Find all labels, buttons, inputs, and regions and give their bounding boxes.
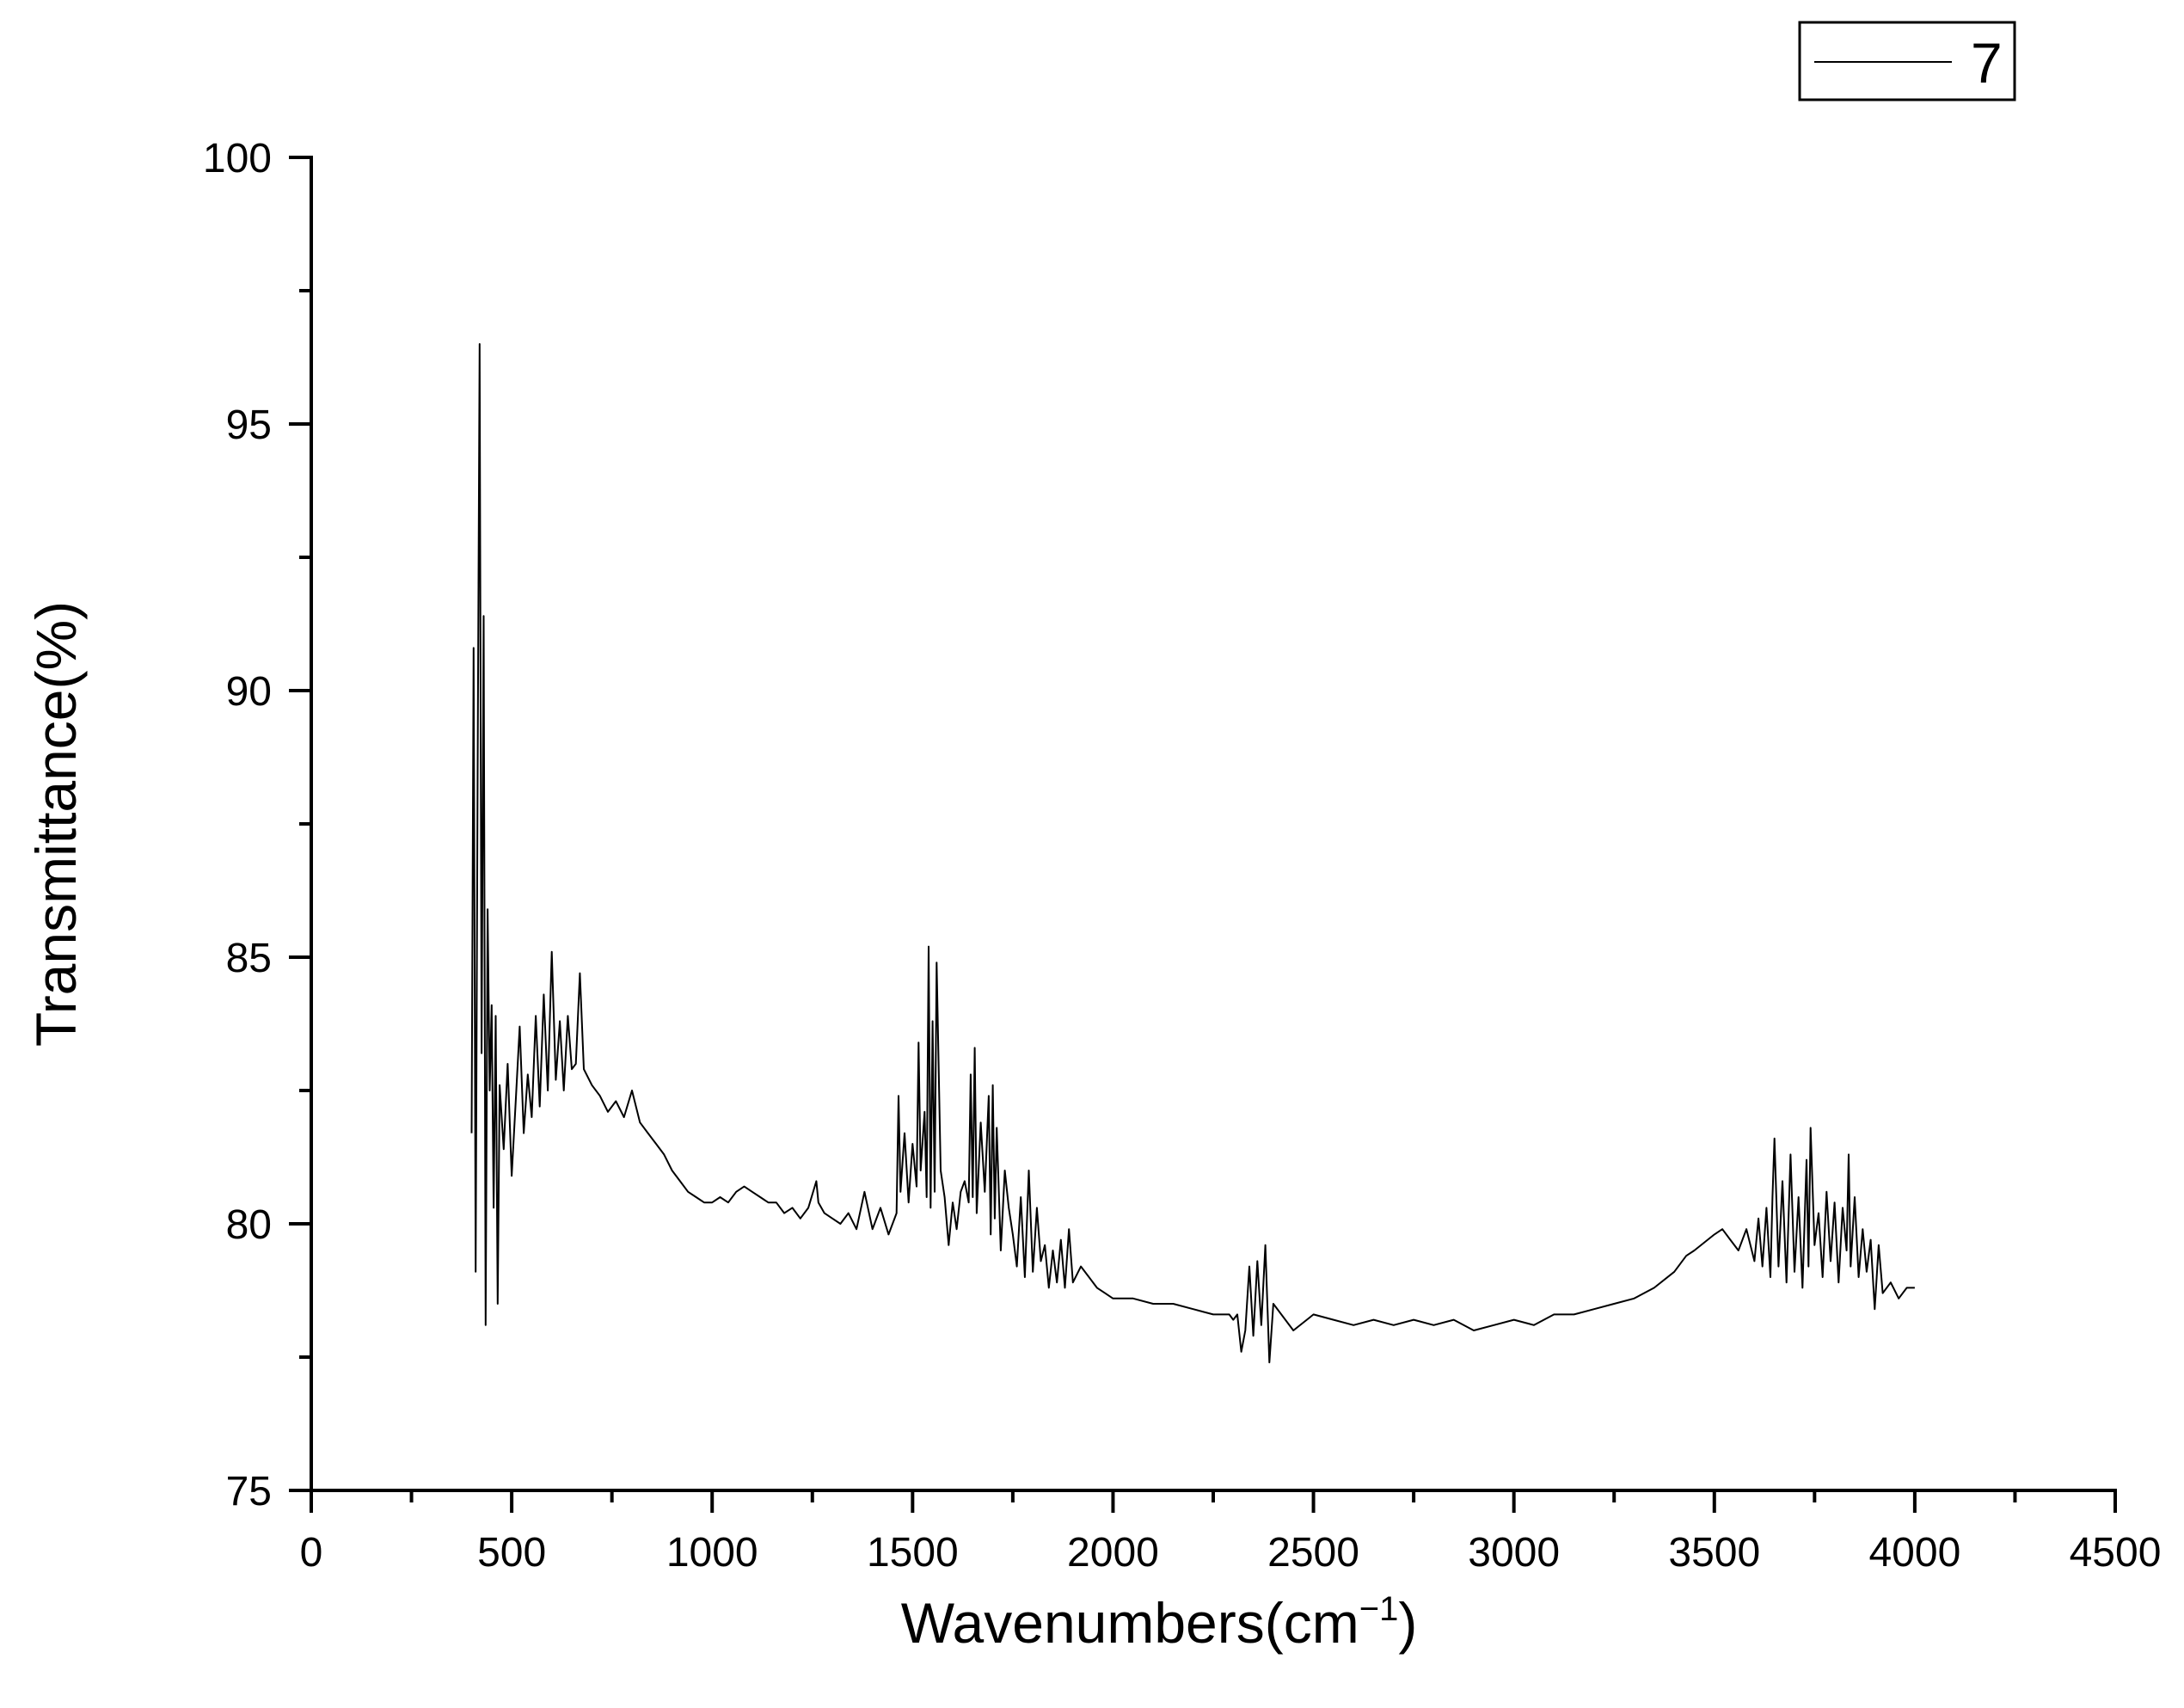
y-axis-title: Transmittance(%) [24, 601, 88, 1047]
x-tick-label-3500: 3500 [1668, 1530, 1760, 1576]
x-axis-title-text: Wavenumbers(cm [901, 1591, 1359, 1655]
x-tick-label-2500: 2500 [1267, 1530, 1359, 1576]
y-tick-label-100: 100 [203, 136, 272, 181]
series-line-7 [470, 343, 1915, 1364]
y-axis-tick-labels: 75 80 85 90 95 100 [203, 136, 272, 1514]
x-axis-title-superscript: −1 [1359, 1590, 1399, 1628]
y-tick-label-75: 75 [226, 1469, 272, 1514]
axes: 0 500 1000 1500 2000 2500 3000 3500 4000 4500 75 8… [203, 136, 2161, 1576]
legend-entry-7: 7 [1971, 31, 2003, 95]
x-axis-title-end: ) [1398, 1591, 1417, 1655]
x-tick-label-1000: 1000 [666, 1530, 758, 1576]
x-tick-label-2000: 2000 [1067, 1530, 1159, 1576]
y-tick-label-95: 95 [226, 402, 272, 448]
x-tick-label-3000: 3000 [1468, 1530, 1560, 1576]
x-tick-label-500: 500 [477, 1530, 546, 1576]
y-axis-ticks [289, 156, 311, 1492]
x-tick-label-4000: 4000 [1868, 1530, 1960, 1576]
y-tick-label-85: 85 [226, 936, 272, 981]
x-axis-tick-labels: 0 500 1000 1500 2000 2500 3000 3500 4000 4500 [300, 1530, 2162, 1576]
x-tick-label-1500: 1500 [867, 1530, 959, 1576]
legend: 7 [1798, 21, 2016, 101]
x-axis-ticks [310, 1490, 2117, 1513]
y-tick-label-90: 90 [226, 669, 272, 715]
series-group [470, 343, 1915, 1364]
x-tick-label-0: 0 [300, 1530, 323, 1576]
x-axis-title: Wavenumbers(cm−1) [901, 1590, 1418, 1655]
x-tick-label-4500: 4500 [2070, 1530, 2162, 1576]
y-tick-label-80: 80 [226, 1202, 272, 1248]
